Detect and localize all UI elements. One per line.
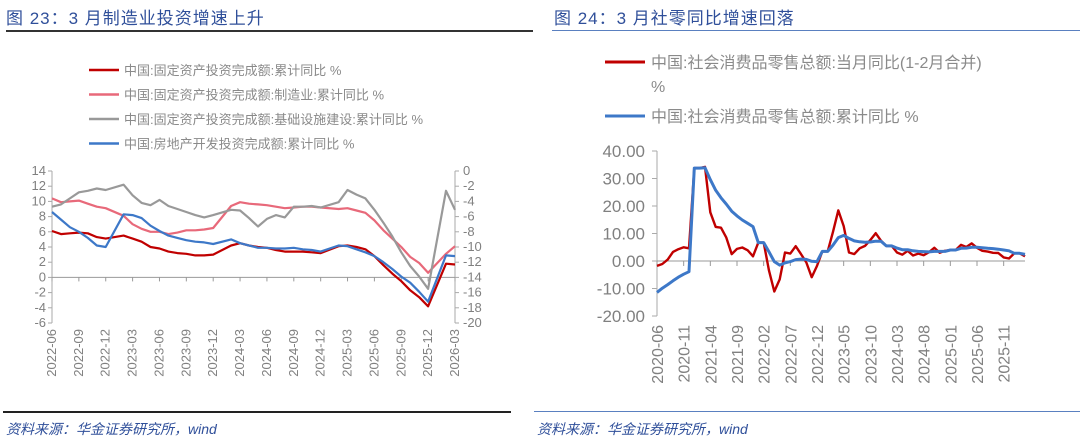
x-tick-label: 2025-06 [970, 325, 987, 384]
x-tick-label: 2025-01 [943, 325, 960, 384]
y2-tick-label: -8 [463, 224, 475, 239]
y2-tick-label: -2 [463, 178, 475, 193]
x-tick-label: 2022-09 [71, 329, 86, 377]
x-tick-label: 2024-09 [286, 329, 301, 377]
x-tick-label: 2023-10 [863, 325, 880, 384]
y2-tick-label: -18 [463, 300, 482, 315]
x-tick-label: 2025-09 [393, 329, 408, 377]
x-tick-label: 2022-06 [44, 329, 59, 377]
x-tick-label: 2024-12 [313, 329, 328, 377]
right-series-line-2 [656, 166, 1026, 294]
x-tick-label: 2022-12 [98, 329, 113, 377]
y-tick-label: 2 [39, 254, 46, 269]
x-tick-label: 2023-12 [205, 329, 220, 377]
y-tick-label: 8 [39, 209, 46, 224]
x-tick-label: 2026-03 [447, 329, 462, 377]
x-tick-label: 2022-07 [783, 325, 800, 384]
legend-label: 中国:固定资产投资完成额:累计同比 % [124, 63, 342, 78]
x-tick-label: 2023-03 [125, 329, 140, 377]
x-tick-label: 2022-12 [810, 325, 827, 384]
x-tick-label: 2025-12 [420, 329, 435, 377]
y-tick-label: -4 [34, 300, 46, 315]
y-tick-label: -10.00 [597, 280, 645, 299]
y-tick-label: 0.00 [612, 252, 645, 271]
y-tick-label: 20.00 [602, 197, 645, 216]
x-tick-label: 2021-09 [730, 325, 747, 384]
x-tick-label: 2022-02 [757, 325, 774, 384]
left-title-rule [6, 30, 533, 32]
y-tick-label: 0 [39, 269, 46, 284]
y2-tick-label: -12 [463, 254, 482, 269]
left-series-line-2 [51, 197, 456, 274]
legend-label: 中国:房地产开发投资完成额:累计同比 % [124, 137, 355, 152]
x-tick-label: 2024-08 [917, 325, 934, 384]
y2-tick-label: -16 [463, 285, 482, 300]
left-chart-title: 图 23：3 月制造业投资增速上升 [6, 9, 265, 28]
x-tick-label: 2023-05 [837, 325, 854, 384]
y-tick-label: 30.00 [602, 170, 645, 189]
x-tick-label: 2020-11 [677, 325, 694, 383]
x-tick-label: 2021-04 [703, 325, 720, 384]
x-tick-label: 2023-06 [151, 329, 166, 377]
y2-tick-label: -14 [463, 269, 482, 284]
x-tick-label: 2024-03 [232, 329, 247, 377]
y-tick-label: 12 [32, 178, 46, 193]
y-tick-label: 10 [32, 193, 46, 208]
legend-label: 中国:社会消费品零售总额:累计同比 % [651, 108, 919, 126]
left-series-line-4 [51, 211, 456, 303]
y2-tick-label: 0 [463, 163, 470, 178]
x-tick-label: 2023-09 [178, 329, 193, 377]
y-tick-label: 14 [32, 163, 46, 178]
x-tick-label: 2025-03 [340, 329, 355, 377]
legend-label: 中国:社会消费品零售总额:当月同比(1-2月合并) [651, 54, 982, 72]
right-bottom-rule [534, 411, 1080, 412]
x-tick-label: 2024-03 [890, 325, 907, 384]
right-title-rule [552, 30, 1080, 31]
legend-label: 中国:固定资产投资完成额:基础设施建设:累计同比 % [124, 112, 423, 127]
y-tick-label: 6 [39, 224, 46, 239]
y-tick-label: 40.00 [602, 142, 645, 161]
right-source-note: 资料来源：华金证券研究所，wind [537, 421, 748, 437]
right-series-line-1 [656, 165, 1026, 293]
y-tick-label: -6 [34, 315, 46, 330]
legend-label: 中国:固定资产投资完成额:制造业:累计同比 % [124, 88, 384, 103]
y2-tick-label: -6 [463, 209, 475, 224]
left-source-note: 资料来源：华金证券研究所，wind [6, 421, 217, 437]
x-tick-label: 2025-06 [366, 329, 381, 377]
y2-tick-label: -10 [463, 239, 482, 254]
y-tick-label: 4 [39, 239, 46, 254]
right-chart-title: 图 24：3 月社零同比增速回落 [554, 9, 795, 28]
left-series-line-3 [51, 183, 456, 290]
x-tick-label: 2024-06 [259, 329, 274, 377]
x-tick-label: 2025-11 [997, 325, 1014, 383]
y-tick-label: -20.00 [597, 307, 645, 326]
legend-label-suffix: % [651, 79, 665, 96]
y2-tick-label: -20 [463, 315, 482, 330]
y-tick-label: 10.00 [602, 225, 645, 244]
left-bottom-rule [3, 411, 511, 413]
y2-tick-label: -4 [463, 193, 475, 208]
y-tick-label: -2 [34, 285, 46, 300]
x-tick-label: 2020-06 [650, 325, 667, 384]
